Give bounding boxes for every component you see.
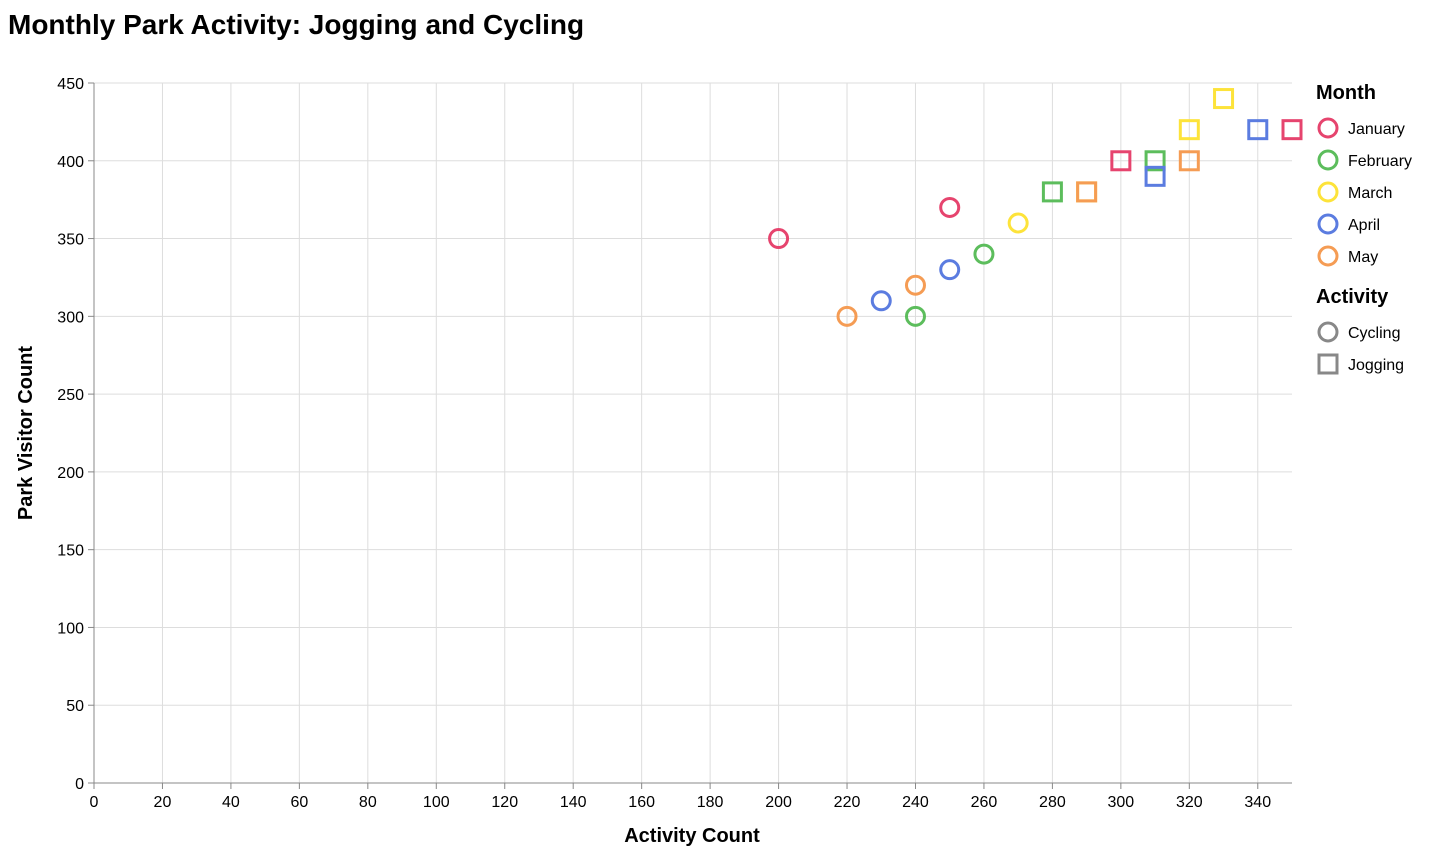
legend-symbol-cycling xyxy=(1317,321,1339,343)
data-point-march-cycling xyxy=(1007,212,1029,234)
axes: 0 20 40 60 80 100 120 140 160 180 200 220 240 260 280 3… xyxy=(57,76,1292,811)
data-point-march-jogging xyxy=(1213,88,1235,110)
legend-label-march: March xyxy=(1348,185,1392,202)
data-points xyxy=(768,88,1303,327)
x-tick-label: 120 xyxy=(491,794,518,811)
data-point-may-cycling xyxy=(836,305,858,327)
data-point-april-jogging xyxy=(1247,119,1269,141)
x-tick-label: 40 xyxy=(222,794,240,811)
data-point-april-cycling xyxy=(939,259,961,281)
x-tick-label: 320 xyxy=(1176,794,1203,811)
legend-symbol-march xyxy=(1317,181,1339,203)
x-tick-label: 100 xyxy=(423,794,450,811)
x-tick-label: 160 xyxy=(628,794,655,811)
y-tick-label: 250 xyxy=(57,387,84,404)
legend-label-jogging: Jogging xyxy=(1348,357,1404,374)
y-tick-label: 300 xyxy=(57,309,84,326)
x-tick-label: 80 xyxy=(359,794,377,811)
x-tick-label: 200 xyxy=(765,794,792,811)
data-point-march-jogging xyxy=(1076,181,1098,203)
x-tick-label: 240 xyxy=(902,794,929,811)
data-point-february-jogging xyxy=(1041,181,1063,203)
legend-title-month: Month xyxy=(1316,82,1376,104)
y-tick-label: 100 xyxy=(57,620,84,637)
y-tick-label: 200 xyxy=(57,465,84,482)
y-tick-label: 400 xyxy=(57,154,84,171)
y-tick-label: 150 xyxy=(57,543,84,560)
x-tick-label: 280 xyxy=(1039,794,1066,811)
legend-symbol-may xyxy=(1317,245,1339,267)
data-point-january-jogging xyxy=(1110,150,1132,172)
data-point-april-cycling xyxy=(870,290,892,312)
y-tick-label: 0 xyxy=(75,776,84,793)
x-tick-label: 260 xyxy=(971,794,998,811)
x-tick-label: 60 xyxy=(290,794,308,811)
data-point-april-jogging xyxy=(1144,165,1166,187)
legend-symbol-jogging xyxy=(1317,353,1339,375)
data-point-january-cycling xyxy=(939,196,961,218)
grid xyxy=(93,82,1292,784)
legend-label-may: May xyxy=(1348,249,1378,266)
x-tick-label: 20 xyxy=(154,794,172,811)
x-tick-label: 340 xyxy=(1244,794,1271,811)
legend-symbol-february xyxy=(1317,149,1339,171)
y-tick-label: 350 xyxy=(57,232,84,249)
chart-title: Monthly Park Activity: Jogging and Cycli… xyxy=(8,9,584,40)
data-point-january-cycling xyxy=(768,228,790,250)
legend-label-april: April xyxy=(1348,217,1380,234)
legend-label-cycling: Cycling xyxy=(1348,325,1400,342)
x-tick-label: 220 xyxy=(834,794,861,811)
data-point-february-cycling xyxy=(904,305,926,327)
x-tick-label: 300 xyxy=(1108,794,1135,811)
data-point-may-cycling xyxy=(904,274,926,296)
data-point-january-jogging xyxy=(1281,119,1303,141)
x-axis-title: Activity Count xyxy=(624,825,760,847)
x-tick-label: 140 xyxy=(560,794,587,811)
x-tick-label: 0 xyxy=(90,794,99,811)
x-tick-label: 180 xyxy=(697,794,724,811)
data-point-february-cycling xyxy=(973,243,995,265)
data-point-may-jogging xyxy=(1178,150,1200,172)
y-axis-title: Park Visitor Count xyxy=(15,346,37,520)
legend-label-january: January xyxy=(1348,121,1405,138)
legend: Month January February March April May Activit… xyxy=(1316,82,1412,375)
data-point-may-jogging xyxy=(1076,181,1098,203)
data-point-march-jogging xyxy=(1178,119,1200,141)
data-point-february-jogging xyxy=(1144,150,1166,172)
legend-label-february: February xyxy=(1348,153,1412,170)
legend-symbol-april xyxy=(1317,213,1339,235)
y-tick-label: 50 xyxy=(66,698,84,715)
legend-symbol-january xyxy=(1317,117,1339,139)
legend-title-activity: Activity xyxy=(1316,286,1389,308)
y-tick-label: 450 xyxy=(57,76,84,93)
